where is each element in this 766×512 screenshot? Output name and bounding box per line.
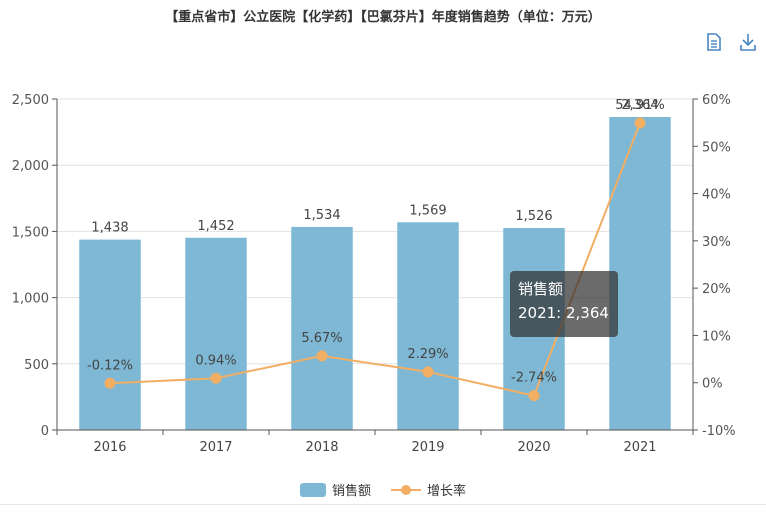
y-left-tick-label: 500 xyxy=(24,358,49,373)
tooltip: 销售额 2021: 2,364 xyxy=(510,271,618,337)
y-right-tick-label: -10% xyxy=(702,424,736,439)
y-right-tick-label: 0% xyxy=(702,377,723,392)
y-right-tick-label: 20% xyxy=(702,282,731,297)
growth-point xyxy=(316,350,328,362)
x-tick-label: 2018 xyxy=(305,440,338,455)
bar xyxy=(609,117,671,430)
growth-point xyxy=(634,117,646,129)
bar xyxy=(185,237,247,430)
growth-label: -2.74% xyxy=(511,371,557,386)
growth-point xyxy=(422,366,434,378)
y-right-tick-label: 10% xyxy=(702,329,731,344)
y-right-tick-label: 60% xyxy=(702,93,731,108)
grid-lines xyxy=(57,98,693,365)
growth-label: -0.12% xyxy=(87,358,133,373)
y-left-tick-label: 1,500 xyxy=(12,225,49,240)
bar-label: 1,452 xyxy=(197,219,234,234)
growth-label: 5.67% xyxy=(301,331,342,346)
growth-label: 54.91% xyxy=(615,98,665,113)
legend-label-growth: 增长率 xyxy=(427,484,467,499)
bar xyxy=(79,239,141,430)
y-left-tick-label: 2,500 xyxy=(12,93,49,108)
growth-point xyxy=(528,390,540,402)
legend-line-swatch xyxy=(391,484,421,495)
y-left-tick-label: 0 xyxy=(41,424,49,439)
download-icon[interactable] xyxy=(736,30,760,54)
x-tick-label: 2021 xyxy=(623,440,656,455)
chart-toolbar xyxy=(702,30,760,54)
x-tick-label: 2020 xyxy=(517,440,550,455)
data-view-icon[interactable] xyxy=(702,30,726,54)
x-tick-label: 2017 xyxy=(199,440,232,455)
bar-label: 1,526 xyxy=(515,209,552,224)
y-right-tick-label: 40% xyxy=(702,188,731,203)
bar-label: 1,438 xyxy=(91,221,128,236)
bottom-divider xyxy=(0,504,766,505)
y-right-tick-label: 30% xyxy=(702,235,731,250)
bar-data-labels: 1,438 1,452 1,534 1,569 1,526 2,364 xyxy=(91,98,658,236)
axes: 0 500 1,000 1,500 2,000 2,500 -10% 0% 10% 20% 30% 4… xyxy=(12,93,736,455)
x-tick-label: 2016 xyxy=(93,440,126,455)
bar-label: 2,364 xyxy=(621,98,658,113)
y-left-tick-label: 1,000 xyxy=(12,292,49,307)
y-right-tick-label: 50% xyxy=(702,140,731,155)
legend-bar-swatch xyxy=(299,482,326,497)
growth-label: 0.94% xyxy=(195,353,236,368)
legend-label-sales: 销售额 xyxy=(331,484,371,499)
bar-label: 1,534 xyxy=(303,208,340,223)
bar xyxy=(397,222,459,430)
line-data-labels: -0.12% 0.94% 5.67% 2.29% -2.74% 54.91% xyxy=(87,98,665,386)
tooltip-value: 2021: 2,364 xyxy=(518,304,609,322)
growth-line xyxy=(109,122,641,397)
bar-label: 1,569 xyxy=(409,203,446,218)
x-tick-label: 2019 xyxy=(411,440,444,455)
growth-point xyxy=(210,372,222,384)
legend-item-growth[interactable]: 增长率 xyxy=(391,480,466,499)
tooltip-series-name: 销售额 xyxy=(518,280,564,298)
legend: 销售额 增长率 xyxy=(0,480,766,499)
legend-item-sales[interactable]: 销售额 xyxy=(299,480,371,499)
line-series xyxy=(104,117,646,402)
growth-point xyxy=(104,377,116,389)
bar xyxy=(291,226,353,430)
y-left-tick-label: 2,000 xyxy=(12,159,49,174)
growth-label: 2.29% xyxy=(407,347,448,362)
chart-title: 【重点省市】公立医院【化学药】【巴氯芬片】年度销售趋势（单位：万元） xyxy=(165,10,601,25)
